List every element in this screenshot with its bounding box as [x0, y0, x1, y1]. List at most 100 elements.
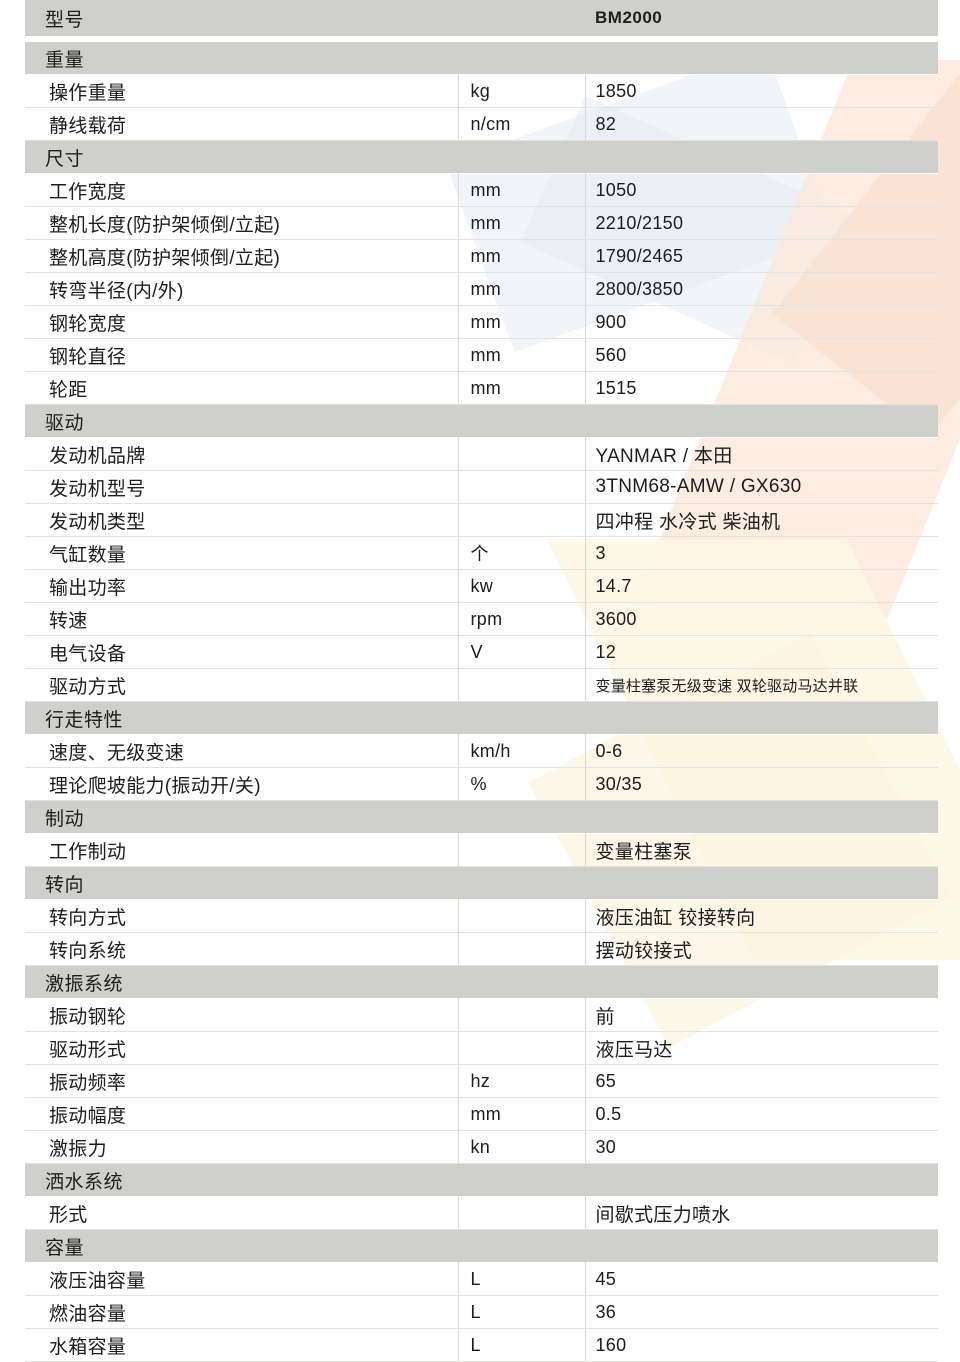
- spec-row: 整机长度(防护架倾倒/立起) mm 2210/2150: [25, 206, 938, 240]
- spec-row: 液压油容量 L 45: [25, 1262, 938, 1296]
- spec-row-value: 900: [585, 305, 938, 339]
- specification-table: 型号 BM2000 重量 操作重量 kg 1850 静线载荷 n/cm 82 尺寸 工作宽度 mm 10…: [25, 0, 938, 1362]
- section-header-row: 尺寸: [25, 140, 938, 174]
- model-header-value: BM2000: [585, 0, 938, 36]
- spec-row-value: 14.7: [585, 569, 938, 603]
- spec-row-name: 驱动方式: [25, 668, 459, 702]
- spec-row: 发动机品牌 YANMAR / 本田: [25, 437, 938, 471]
- spec-row-unit: mm: [458, 239, 586, 273]
- spec-row-unit: %: [458, 767, 586, 801]
- spec-row-unit: rpm: [458, 602, 586, 636]
- spec-row: 振动幅度 mm 0.5: [25, 1097, 938, 1131]
- spec-row-unit: [458, 437, 586, 471]
- spec-row-value: 30/35: [585, 767, 938, 801]
- spec-row-name: 驱动形式: [25, 1031, 459, 1065]
- spec-row: 水箱容量 L 160: [25, 1328, 938, 1362]
- spec-row-unit: 个: [458, 536, 586, 570]
- spec-row-name: 操作重量: [25, 74, 459, 108]
- section-header-row: 容量: [25, 1229, 938, 1263]
- spec-row: 工作制动 变量柱塞泵: [25, 833, 938, 867]
- spec-row-unit: [458, 503, 586, 537]
- spec-row: 振动频率 hz 65: [25, 1064, 938, 1098]
- spec-row-value: 2210/2150: [585, 206, 938, 240]
- spec-row-name: 整机长度(防护架倾倒/立起): [25, 206, 459, 240]
- spec-row: 输出功率 kw 14.7: [25, 569, 938, 603]
- spec-row-unit: kw: [458, 569, 586, 603]
- spec-row: 转弯半径(内/外) mm 2800/3850: [25, 272, 938, 306]
- spec-row: 电气设备 V 12: [25, 635, 938, 669]
- spec-row-unit: [458, 899, 586, 933]
- spec-row-value: 36: [585, 1295, 938, 1329]
- spec-row-unit: [458, 668, 586, 702]
- spec-row-unit: [458, 1196, 586, 1230]
- spec-row-name: 发动机品牌: [25, 437, 459, 471]
- spec-row-unit: [458, 1031, 586, 1065]
- model-header-unit-cell: [458, 0, 585, 36]
- spec-row-name: 液压油容量: [25, 1262, 459, 1296]
- model-header-label: 型号: [25, 0, 458, 36]
- section-header-label: 重量: [25, 42, 938, 75]
- section-header-label: 洒水系统: [25, 1163, 938, 1197]
- spec-row-unit: [458, 833, 586, 867]
- spec-row-value: 液压马达: [585, 1031, 938, 1065]
- section-header-label: 行走特性: [25, 701, 938, 735]
- spec-row: 转向系统 摆动铰接式: [25, 932, 938, 966]
- spec-row: 驱动方式 变量柱塞泵无级变速 双轮驱动马达并联: [25, 668, 938, 702]
- spec-row-name: 静线载荷: [25, 107, 459, 141]
- spec-row-name: 激振力: [25, 1130, 459, 1164]
- spec-row-value: 1790/2465: [585, 239, 938, 273]
- spec-row: 钢轮直径 mm 560: [25, 338, 938, 372]
- section-header-row: 驱动: [25, 404, 938, 438]
- section-header-label: 制动: [25, 800, 938, 834]
- spec-row-unit: mm: [458, 206, 586, 240]
- spec-row-name: 发动机型号: [25, 470, 459, 504]
- spec-row-unit: n/cm: [458, 107, 586, 141]
- spec-row-value: 摆动铰接式: [585, 932, 938, 966]
- section-header-row: 重量: [25, 42, 938, 75]
- spec-row-name: 工作宽度: [25, 173, 459, 207]
- spec-row-unit: km/h: [458, 734, 586, 768]
- spec-row-name: 钢轮宽度: [25, 305, 459, 339]
- spec-row: 燃油容量 L 36: [25, 1295, 938, 1329]
- spec-row-name: 输出功率: [25, 569, 459, 603]
- spec-row: 转向方式 液压油缸 铰接转向: [25, 899, 938, 933]
- spec-row: 轮距 mm 1515: [25, 371, 938, 405]
- spec-row-unit: L: [458, 1262, 586, 1296]
- spec-row: 发动机类型 四冲程 水冷式 柴油机: [25, 503, 938, 537]
- spec-row: 形式 间歇式压力喷水: [25, 1196, 938, 1230]
- spec-row-value: 前: [585, 998, 938, 1032]
- section-header-row: 制动: [25, 800, 938, 834]
- spec-row: 振动钢轮 前: [25, 998, 938, 1032]
- spec-row-value: 65: [585, 1064, 938, 1098]
- spec-row-name: 气缸数量: [25, 536, 459, 570]
- section-header-row: 转向: [25, 866, 938, 900]
- spec-row-name: 发动机类型: [25, 503, 459, 537]
- spec-row-value: 82: [585, 107, 938, 141]
- spec-row-value: 液压油缸 铰接转向: [585, 899, 938, 933]
- spec-row-name: 钢轮直径: [25, 338, 459, 372]
- spec-row-value: 3TNM68-AMW / GX630: [585, 470, 938, 504]
- spec-row-name: 振动钢轮: [25, 998, 459, 1032]
- spec-row-name: 轮距: [25, 371, 459, 405]
- spec-row-value: 1515: [585, 371, 938, 405]
- spec-row-name: 燃油容量: [25, 1295, 459, 1329]
- model-header-row: 型号 BM2000: [25, 0, 938, 36]
- spec-row-name: 速度、无级变速: [25, 734, 459, 768]
- spec-row-value: 30: [585, 1130, 938, 1164]
- spec-row-name: 振动频率: [25, 1064, 459, 1098]
- spec-row-value: 1050: [585, 173, 938, 207]
- spec-row-unit: mm: [458, 371, 586, 405]
- spec-row-value: 3: [585, 536, 938, 570]
- spec-row: 静线载荷 n/cm 82: [25, 107, 938, 141]
- spec-row-name: 转向系统: [25, 932, 459, 966]
- spec-row-unit: kn: [458, 1130, 586, 1164]
- spec-row-value: 1850: [585, 74, 938, 108]
- spec-row-name: 整机高度(防护架倾倒/立起): [25, 239, 459, 273]
- spec-row-name: 理论爬坡能力(振动开/关): [25, 767, 459, 801]
- spec-row: 发动机型号 3TNM68-AMW / GX630: [25, 470, 938, 504]
- section-header-row: 洒水系统: [25, 1163, 938, 1197]
- spec-row-unit: L: [458, 1328, 586, 1362]
- spec-row-value: YANMAR / 本田: [585, 437, 938, 471]
- spec-row-name: 水箱容量: [25, 1328, 459, 1362]
